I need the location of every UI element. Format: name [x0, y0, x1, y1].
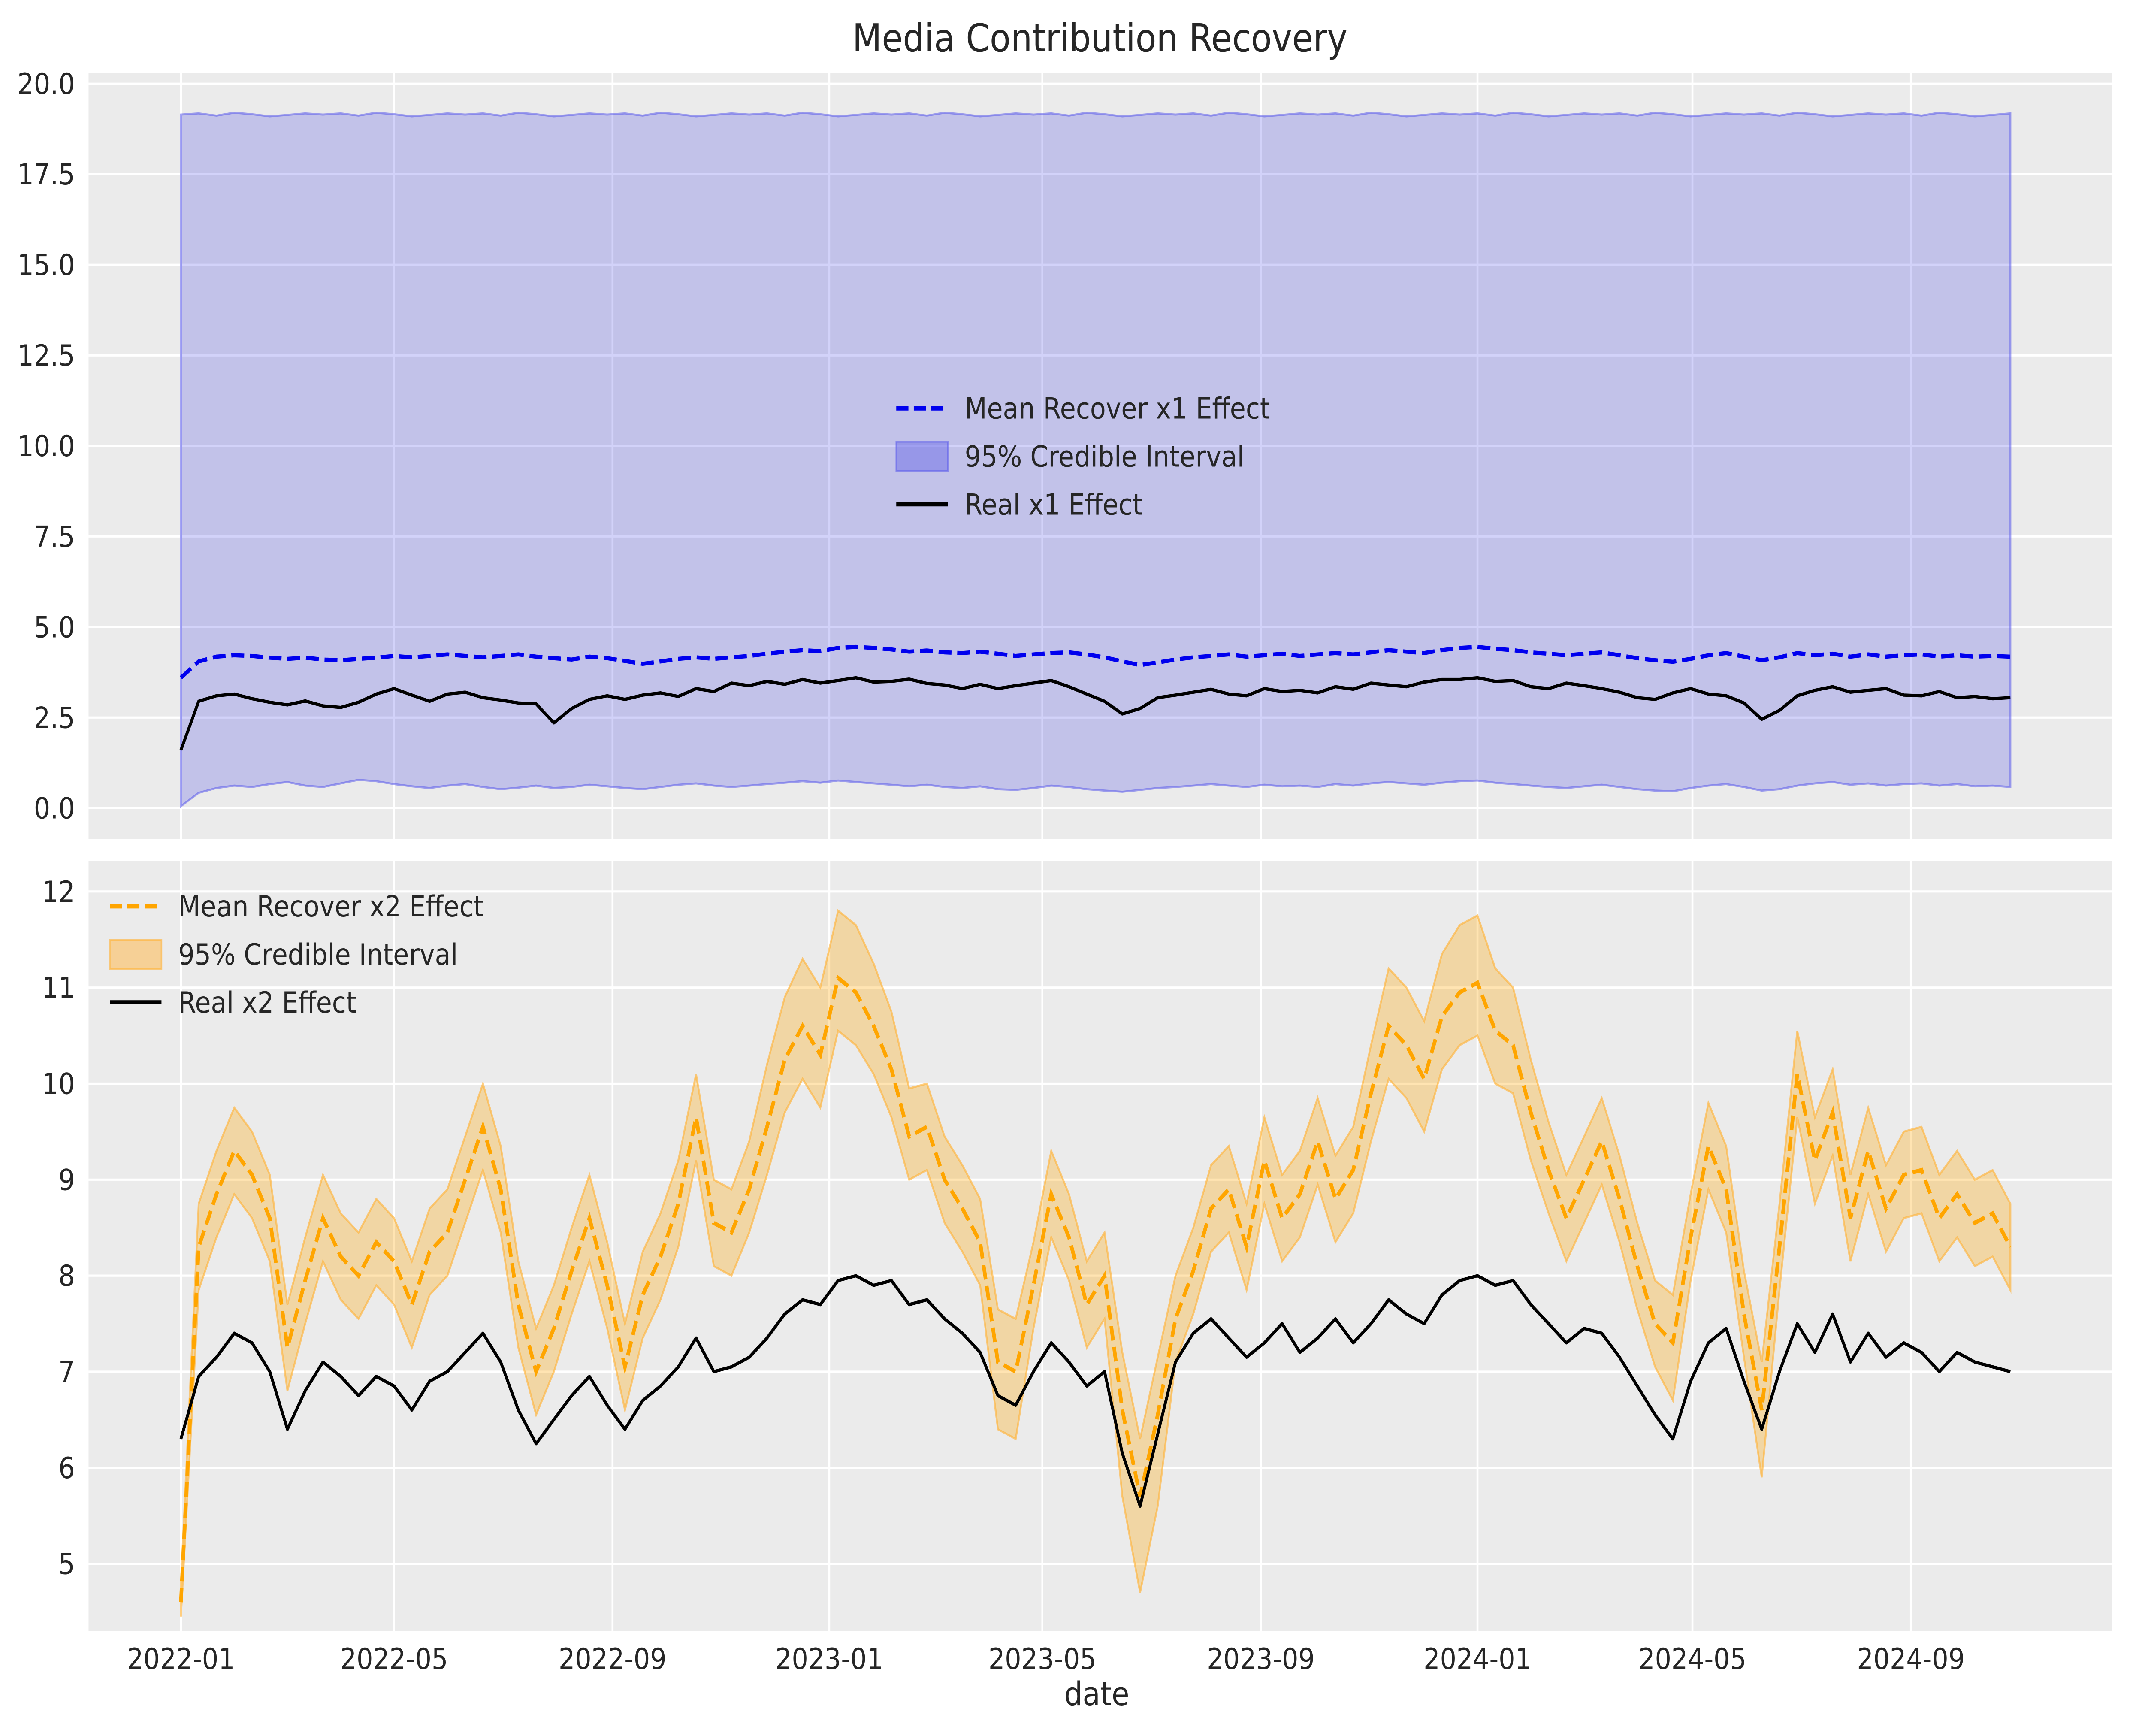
credible-band-x2: [180, 909, 2012, 1617]
legend-patch-sample-x1: [895, 441, 949, 472]
y-tick-label: 10.0: [18, 429, 75, 463]
y-tick-label: 0.0: [34, 792, 75, 826]
x-tick-label: 2023-05: [988, 1642, 1096, 1676]
y-tick-label: 9: [58, 1163, 75, 1197]
credible-band-x1: [180, 112, 2012, 808]
x-tick-label: 2022-09: [559, 1642, 666, 1676]
mean-line-x1: [180, 644, 2011, 680]
y-tick-label: 2.5: [34, 701, 75, 735]
real-line-x1: [179, 676, 2011, 751]
panels-layer: 0.0 2.5 5.0 7.5 10.0 12.5 15.0 17.5 20.0 Mean Rec…: [18, 67, 2112, 1676]
legend-label: 95% Credible Interval: [965, 440, 1245, 474]
y-tick-label: 7.5: [34, 520, 75, 554]
x-tick-label: 2024-09: [1857, 1642, 1965, 1676]
x-axis-label: date: [1064, 1675, 1130, 1713]
y-tick-label: 8: [58, 1259, 75, 1293]
y-tick-label: 20.0: [18, 67, 75, 101]
x-tick-label: 2022-01: [127, 1642, 235, 1676]
y-tick-label: 15.0: [18, 248, 75, 282]
y-tick-label: 7: [58, 1355, 75, 1389]
x-tick-label: 2024-01: [1423, 1642, 1531, 1676]
chart-title: Media Contribution Recovery: [852, 16, 1347, 61]
y-tick-label: 12.5: [18, 339, 75, 373]
y-tick-label: 12: [42, 875, 75, 909]
y-tick-label: 5: [58, 1547, 75, 1581]
legend-patch-sample-x2: [109, 939, 163, 970]
y-tick-label: 5.0: [34, 611, 75, 644]
y-tick-label: 17.5: [18, 158, 75, 192]
y-tick-label: 10: [42, 1067, 75, 1101]
y-tick-label: 11: [42, 971, 75, 1005]
x-tick-label: 2023-09: [1207, 1642, 1314, 1676]
x-tick-label: 2022-05: [340, 1642, 448, 1676]
legend-label: Mean Recover x2 Effect: [178, 890, 483, 924]
x-tick-label: 2024-05: [1638, 1642, 1746, 1676]
legend-label: Mean Recover x1 Effect: [965, 392, 1270, 426]
y-tick-label: 6: [58, 1451, 75, 1485]
real-line-x2: [179, 1274, 2011, 1508]
legend-label: Real x1 Effect: [965, 488, 1143, 522]
legend-label: 95% Credible Interval: [178, 938, 458, 972]
legend-label: Real x2 Effect: [178, 986, 356, 1020]
x-tick-label: 2023-01: [775, 1642, 883, 1676]
